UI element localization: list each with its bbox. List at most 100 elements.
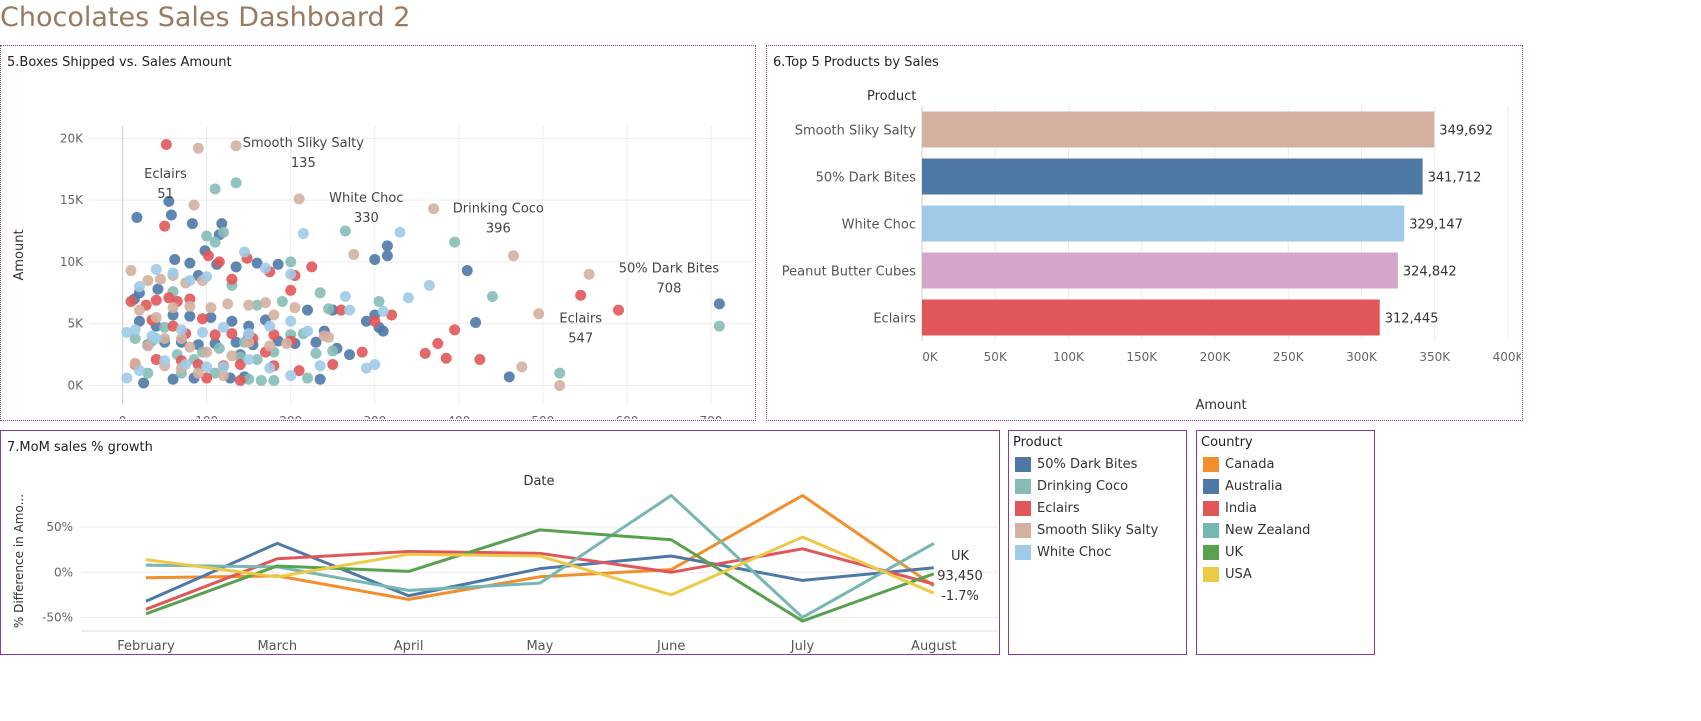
scatter-point (533, 308, 545, 320)
bar-value-label: 329,147 (1409, 218, 1463, 233)
line-panel: 7.MoM sales % growth Date -50% 0% 50% Februa… (0, 430, 1000, 655)
scatter-point (449, 236, 461, 248)
scatter-annotation-label: Eclairs (144, 167, 187, 182)
scatter-point (285, 284, 297, 296)
scatter-point (222, 298, 234, 310)
scatter-point (377, 305, 389, 317)
scatter-point (507, 250, 519, 262)
scatter-point (264, 340, 276, 352)
product-legend-item[interactable]: Smooth Sliky Salty (1015, 521, 1158, 539)
scatter-point (142, 367, 154, 379)
line-top-label: Date (523, 474, 554, 489)
country-legend-item[interactable]: Canada (1203, 455, 1274, 473)
product-legend-title: Product (1013, 435, 1063, 450)
country-legend-item[interactable]: USA (1203, 565, 1252, 583)
scatter-annotation-value: 547 (568, 331, 593, 346)
country-legend-swatch (1203, 566, 1219, 582)
scatter-y-tick-label: 10K (60, 255, 84, 269)
scatter-point (293, 365, 305, 377)
scatter-point (285, 370, 297, 382)
scatter-point (133, 315, 145, 327)
scatter-point (285, 315, 297, 327)
scatter-annotation-value: 135 (291, 156, 316, 171)
scatter-point (264, 362, 276, 374)
scatter-point (344, 304, 356, 316)
scatter-point (209, 183, 221, 195)
country-legend-label: UK (1225, 544, 1244, 560)
scatter-point (268, 375, 280, 387)
product-legend-item[interactable]: White Choc (1015, 543, 1111, 561)
scatter-point (713, 298, 725, 310)
line-tooltip-pct: -1.7% (941, 589, 979, 604)
scatter-point (419, 347, 431, 359)
scatter-point (159, 220, 171, 232)
scatter-point (150, 333, 162, 345)
line-x-tick-label: July (790, 639, 815, 653)
scatter-point (486, 291, 498, 303)
scatter-point (201, 271, 213, 283)
scatter-point (150, 354, 162, 366)
scatter-x-tick-label: 200 (279, 414, 302, 419)
bar (922, 111, 1435, 148)
country-legend-item[interactable]: India (1203, 499, 1257, 517)
scatter-point (394, 226, 406, 238)
scatter-point (209, 367, 221, 379)
scatter-point (226, 273, 238, 285)
bar-panel: 6.Top 5 Products by Sales Product 0K 50K 10… (766, 45, 1523, 421)
scatter-chart: 0K5K10K15K20K0100200300400500600700Boxes… (12, 126, 753, 419)
bar-category-header: Product (867, 89, 916, 104)
scatter-point (121, 372, 133, 384)
scatter-point (461, 265, 473, 277)
scatter-point (243, 328, 255, 340)
country-legend-swatch (1203, 522, 1219, 538)
scatter-point (310, 347, 322, 359)
country-legend-item[interactable]: New Zealand (1203, 521, 1310, 539)
scatter-point (335, 304, 347, 316)
scatter-point (217, 226, 229, 238)
product-legend-item[interactable]: Drinking Coco (1015, 477, 1128, 495)
bar-category-label: White Choc (842, 218, 916, 233)
scatter-point (348, 248, 360, 260)
bar-x-tick-label: 200K (1200, 350, 1232, 364)
scatter-point (516, 361, 528, 373)
scatter-point (428, 203, 440, 215)
bar-x-tick-label: 100K (1053, 350, 1085, 364)
scatter-point (159, 355, 171, 367)
scatter-point (163, 195, 175, 207)
scatter-point (369, 253, 381, 265)
product-legend-item[interactable]: Eclairs (1015, 499, 1080, 517)
scatter-point (339, 291, 351, 303)
scatter-y-tick-label: 5K (67, 317, 84, 331)
bar-x-tick-label: 50K (984, 350, 1008, 364)
product-legend-swatch (1015, 544, 1031, 560)
product-legend-label: Smooth Sliky Salty (1037, 522, 1159, 538)
scatter-point (209, 236, 221, 248)
scatter-point (238, 246, 250, 258)
scatter-annotation-value: 708 (657, 281, 682, 296)
line-x-tick-label: April (394, 639, 424, 653)
scatter-y-tick-label: 15K (60, 193, 84, 207)
scatter-point (201, 361, 213, 373)
scatter-annotation-label: Eclairs (559, 311, 602, 326)
scatter-point (184, 257, 196, 269)
scatter-point (133, 281, 145, 293)
scatter-point (243, 299, 255, 311)
product-legend-swatch (1015, 500, 1031, 516)
scatter-point (369, 358, 381, 370)
country-legend-label: USA (1225, 566, 1252, 582)
scatter-point (165, 209, 177, 221)
scatter-annotation-label: Smooth Sliky Salty (243, 136, 365, 151)
bar-x-tick-label: 0K (922, 350, 939, 364)
scatter-point (180, 358, 192, 370)
line-x-tick-label: February (117, 639, 175, 653)
country-legend-item[interactable]: Australia (1203, 477, 1283, 495)
bar-category-label: Smooth Sliky Salty (795, 124, 917, 139)
product-legend-item[interactable]: 50% Dark Bites (1015, 455, 1137, 473)
line-y-tick-label: 50% (46, 520, 73, 534)
scatter-point (169, 253, 181, 265)
scatter-point (192, 142, 204, 154)
scatter-point (196, 313, 208, 325)
country-legend-swatch (1203, 544, 1219, 560)
country-legend-item[interactable]: UK (1203, 543, 1243, 561)
scatter-point (125, 295, 137, 307)
